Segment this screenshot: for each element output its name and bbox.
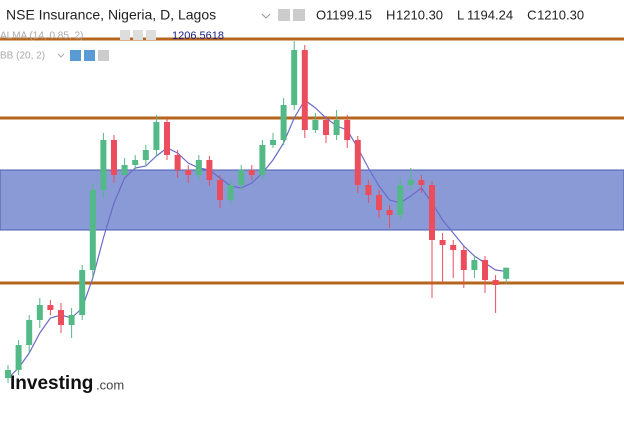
candle-body [365, 185, 372, 195]
candle-body [460, 250, 467, 270]
candle-body [248, 170, 255, 175]
settings-icon[interactable] [84, 50, 95, 61]
candle-body [482, 260, 488, 280]
candle-body [47, 305, 54, 310]
eye-icon[interactable] [70, 50, 81, 61]
candle-body [407, 180, 414, 185]
candle-body [354, 140, 361, 185]
candle-body [439, 240, 446, 245]
candle-body [386, 210, 393, 215]
ohlc-key: H [386, 7, 395, 22]
ohlc-value: 1199.15 [326, 7, 372, 22]
logo-brand: Investing [10, 373, 93, 394]
candle-body [36, 305, 43, 320]
close-icon[interactable] [146, 30, 156, 40]
candle-body [418, 180, 425, 185]
candle-body [323, 120, 329, 135]
candle-body [397, 185, 404, 215]
candle-body [206, 160, 213, 180]
candle-body [259, 145, 266, 175]
close-icon[interactable] [98, 50, 109, 61]
candle-body [301, 50, 308, 130]
candle-body [174, 155, 181, 170]
ohlc-value: 1210.30 [537, 7, 584, 22]
eye-icon[interactable] [278, 9, 290, 21]
ohlc-value: 1194.24 [467, 7, 513, 22]
ohlc-value: 1210.30 [396, 7, 443, 22]
candle-body [344, 120, 351, 140]
ohlc-key: C [527, 7, 536, 22]
candle-body [15, 345, 22, 370]
candle-body [89, 190, 96, 270]
eye-icon[interactable] [120, 30, 130, 40]
dropdown-icon[interactable] [57, 53, 65, 58]
candle-body [471, 260, 478, 270]
candle-body [26, 320, 33, 345]
candle-body [227, 185, 234, 200]
candle-body [503, 267, 510, 279]
candle-body [164, 122, 170, 155]
logo: Investing .com [10, 373, 124, 394]
candle-body [238, 170, 245, 185]
candle-body [121, 165, 128, 175]
candle-body [291, 50, 298, 105]
candle-body [450, 245, 457, 250]
candle-body [100, 140, 107, 190]
dropdown-icon[interactable] [261, 13, 271, 19]
candle-body [492, 280, 499, 285]
candle-body [79, 270, 86, 315]
alma-label: ALMA (14, 0.85, 2) [0, 31, 83, 42]
ohlc-key: L [457, 7, 464, 22]
bb-label: BB (20, 2) [0, 51, 45, 62]
settings-icon[interactable] [133, 30, 143, 40]
candle-body [217, 180, 223, 200]
candle-body [68, 315, 75, 325]
candle-body [58, 310, 64, 325]
candle-body [142, 150, 149, 160]
candle-body [333, 120, 340, 135]
candle-body [280, 105, 287, 140]
alma-value: 1206.5618 [172, 30, 224, 42]
candle-body [132, 160, 139, 165]
header: NSE Insurance, Nigeria, D, Lagos O 1199.1… [0, 7, 584, 62]
candle-body [312, 120, 319, 130]
candle-body [153, 122, 160, 150]
settings-icon[interactable] [293, 9, 305, 21]
candle-body [195, 160, 202, 175]
ohlc-key: O [316, 7, 326, 22]
symbol: NSE Insurance, Nigeria, D, Lagos [6, 7, 216, 23]
logo-suffix: .com [96, 377, 124, 392]
candle-body [185, 170, 192, 175]
candle-body [429, 185, 435, 240]
candle-body [270, 140, 276, 145]
alma-line [7, 99, 507, 379]
candle-body [376, 195, 382, 210]
candle-body [5, 370, 11, 378]
candle-body [111, 140, 117, 175]
